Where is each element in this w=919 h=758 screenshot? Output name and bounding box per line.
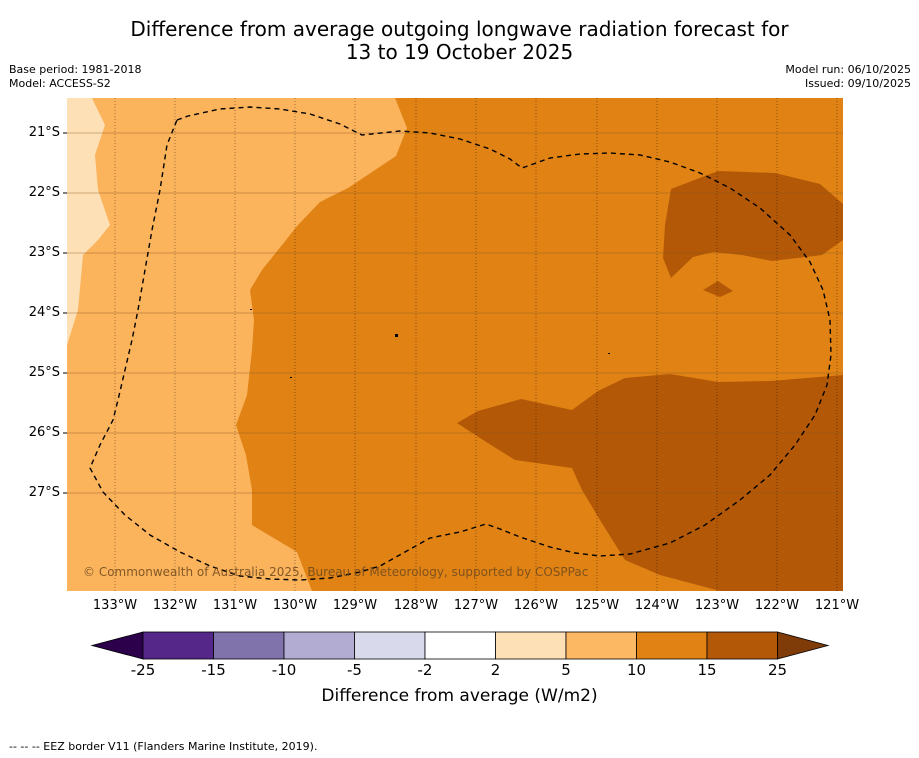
colorbar-tick: 2 [490, 661, 501, 679]
colorbar-tick: 25 [767, 661, 788, 679]
lon-label: 128°W [393, 598, 439, 613]
colorbar-tick: 15 [697, 661, 717, 679]
colorbar-bin-2 [213, 631, 285, 660]
chart-title: Difference from average outgoing longwav… [0, 18, 919, 64]
colorbar-bin-3 [283, 631, 355, 660]
colorbar-bin-7 [565, 631, 637, 660]
model-run: Model run: 06/10/2025 [785, 63, 911, 76]
lon-label: 123°W [694, 598, 740, 613]
axis-ticks [63, 132, 67, 494]
title-line-1: Difference from average outgoing longwav… [130, 17, 789, 41]
colorbar [90, 631, 830, 660]
lat-label: 21°S [28, 125, 60, 140]
contour-band-2-5 [67, 98, 110, 345]
contour-band-15-25-south [457, 374, 843, 591]
contour-band-15-25-island [703, 281, 733, 297]
meta-right: Model run: 06/10/2025 Issued: 09/10/2025 [785, 63, 911, 91]
lon-label: 130°W [272, 598, 318, 613]
issued-date: Issued: 09/10/2025 [804, 77, 911, 90]
lon-label: 129°W [332, 598, 378, 613]
lat-label: 24°S [28, 305, 60, 320]
latitude-lines [67, 132, 843, 494]
lon-label: 122°W [754, 598, 800, 613]
colorbar-tick: -15 [201, 661, 226, 679]
base-period: Base period: 1981-2018 [9, 63, 142, 76]
lon-label: 131°W [212, 598, 258, 613]
title-line-2: 13 to 19 October 2025 [345, 40, 574, 64]
lat-label: 25°S [28, 365, 60, 380]
meta-left: Base period: 1981-2018 Model: ACCESS-S2 [9, 63, 141, 91]
contour-band-15-25-north [663, 171, 843, 278]
colorbar-bin-8 [636, 631, 708, 660]
lon-label: 127°W [453, 598, 499, 613]
gridlines [114, 98, 838, 591]
colorbar-extend-high [777, 631, 830, 660]
lat-label: 22°S [28, 185, 60, 200]
lon-label: 121°W [814, 598, 860, 613]
lat-label: 23°S [28, 245, 60, 260]
colorbar-bin-6 [495, 631, 567, 660]
lon-label: 133°W [92, 598, 138, 613]
colorbar-tick: -25 [130, 661, 156, 679]
colorbar-extend-low [90, 631, 144, 660]
colorbar-bin-5 [424, 631, 496, 660]
lon-label: 125°W [574, 598, 620, 613]
lon-label: 124°W [634, 598, 680, 613]
lon-label: 126°W [513, 598, 559, 613]
lon-label: 132°W [152, 598, 198, 613]
colorbar-tick: -5 [347, 661, 362, 679]
colorbar-tick: 5 [561, 661, 571, 679]
eez-footnote: -- -- -- EEZ border V11 (Flanders Marine… [9, 740, 318, 753]
contour-band-5-10 [67, 98, 407, 591]
model-name: Model: ACCESS-S2 [9, 77, 111, 90]
copyright-notice: © Commonwealth of Australia 2025, Bureau… [83, 565, 589, 579]
eez-border [89, 106, 832, 581]
lat-label: 26°S [28, 425, 60, 440]
lat-label: 27°S [28, 485, 60, 500]
colorbar-tick: 10 [626, 661, 647, 679]
colorbar-bin-9 [706, 631, 778, 660]
colorbar-label: Difference from average (W/m2) [321, 686, 598, 706]
colorbar-bin-4 [354, 631, 426, 660]
colorbar-tick: -10 [271, 661, 297, 679]
colorbar-tick: -2 [417, 661, 433, 679]
island-markers [250, 309, 610, 378]
colorbar-bin-1 [142, 631, 214, 660]
